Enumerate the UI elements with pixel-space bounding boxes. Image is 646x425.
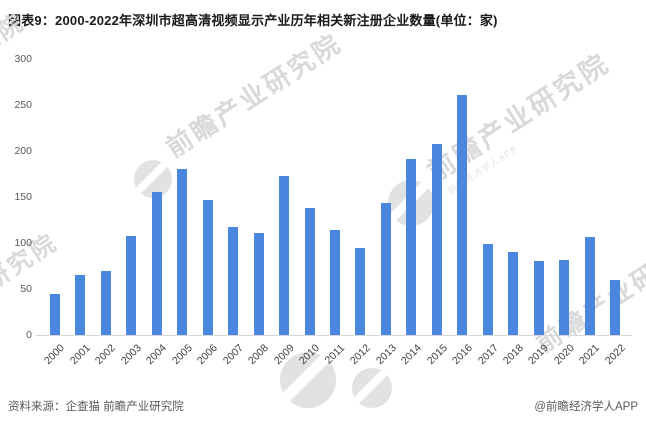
bar: [151, 192, 162, 335]
x-tick-label: 2017: [475, 342, 501, 368]
credit-note: @前瞻经济学人APP: [534, 401, 638, 413]
x-tick-label: 2008: [246, 342, 272, 368]
x-tick-label: 2000: [42, 342, 68, 368]
bar: [126, 235, 137, 335]
x-tick-label: 2010: [297, 342, 323, 368]
x-tick-label: 2007: [220, 342, 246, 368]
x-tick-label: 2009: [271, 342, 297, 368]
bar: [457, 94, 468, 335]
x-tick-label: 2016: [449, 342, 475, 368]
bar: [49, 293, 60, 335]
bar: [75, 275, 86, 335]
bar: [100, 270, 111, 335]
bar: [202, 199, 213, 335]
bar: [304, 208, 315, 335]
x-tick-label: 2020: [551, 342, 577, 368]
x-tick-label: 2006: [195, 342, 221, 368]
bar: [177, 169, 188, 335]
bar: [584, 237, 595, 335]
x-tick-label: 2022: [602, 342, 628, 368]
bar: [228, 227, 239, 335]
x-axis-line: [36, 335, 632, 336]
bar: [482, 243, 493, 335]
y-tick-label: 0: [26, 329, 32, 341]
x-tick-label: 2003: [118, 342, 144, 368]
bar: [533, 261, 544, 335]
x-tick-label: 2012: [347, 342, 373, 368]
bar: [279, 175, 290, 335]
x-tick-label: 2014: [398, 342, 424, 368]
x-tick-label: 2011: [323, 342, 348, 367]
bar: [406, 159, 417, 335]
y-tick-label: 50: [20, 283, 32, 295]
x-tick-label: 2005: [169, 342, 195, 368]
chart-title: 图表9：2000-2022年深圳市超高清视频显示产业历年相关新注册企业数量(单位…: [8, 13, 498, 28]
y-tick-label: 250: [14, 99, 32, 111]
y-tick-label: 100: [14, 237, 32, 249]
y-tick-label: 150: [14, 191, 32, 203]
x-tick-label: 2021: [577, 342, 603, 368]
y-tick-label: 200: [14, 145, 32, 157]
x-tick-label: 2015: [424, 342, 450, 368]
bar: [508, 252, 519, 335]
x-tick-label: 2018: [500, 342, 526, 368]
bar: [431, 143, 442, 335]
x-tick-label: 2013: [373, 342, 399, 368]
bar: [610, 279, 621, 335]
x-tick-label: 2019: [526, 342, 552, 368]
bar: [253, 232, 264, 335]
bar: [380, 202, 391, 335]
y-tick-label: 300: [14, 53, 32, 65]
bar: [355, 247, 366, 335]
x-tick-label: 2001: [67, 342, 93, 368]
bar: [559, 259, 570, 335]
x-tick-label: 2004: [144, 342, 170, 368]
bar: [330, 230, 340, 335]
x-tick-label: 2002: [93, 342, 119, 368]
source-note: 资料来源：企查猫 前瞻产业研究院: [8, 401, 184, 413]
